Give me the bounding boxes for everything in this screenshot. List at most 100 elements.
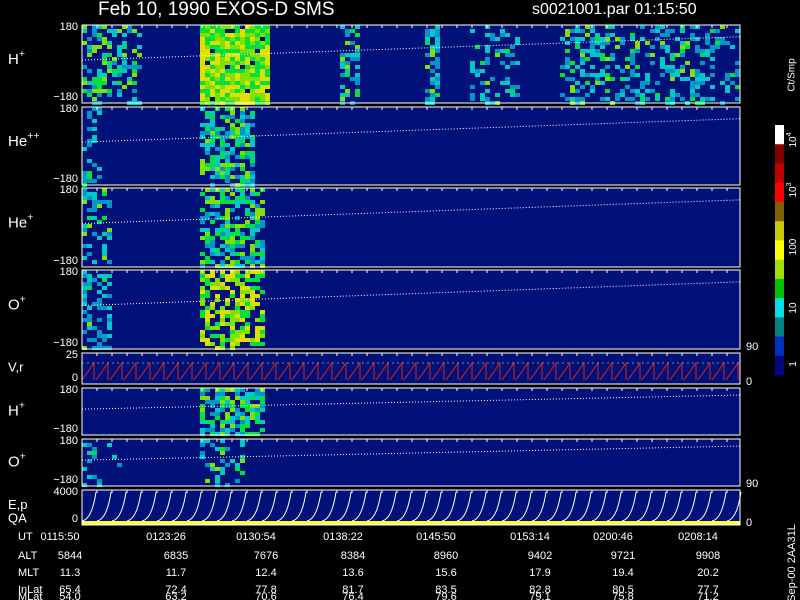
texture-cell bbox=[205, 326, 210, 330]
texture-cell bbox=[510, 85, 515, 89]
texture-cell bbox=[205, 318, 210, 322]
texture-cell bbox=[735, 69, 740, 73]
texture-cell bbox=[245, 396, 250, 400]
texture-cell bbox=[87, 175, 92, 179]
texture-cell bbox=[675, 37, 680, 41]
texture-cell bbox=[260, 264, 265, 268]
texture-cell bbox=[565, 57, 570, 61]
texture-cell bbox=[92, 179, 97, 183]
texture-cell bbox=[205, 131, 210, 135]
texture-cell bbox=[97, 302, 102, 306]
texture-cell bbox=[102, 89, 107, 93]
texture-cell bbox=[240, 115, 245, 119]
table-cell: 0130:54 bbox=[236, 531, 276, 543]
texture-cell bbox=[220, 252, 225, 256]
texture-cell bbox=[205, 151, 210, 155]
y2-tick-label: 90 bbox=[746, 341, 758, 353]
texture-cell bbox=[435, 77, 440, 81]
texture-cell bbox=[97, 69, 102, 73]
texture-cell bbox=[240, 302, 245, 306]
texture-cell bbox=[255, 220, 260, 224]
texture-cell bbox=[225, 33, 230, 37]
texture-cell bbox=[220, 37, 225, 41]
texture-cell bbox=[210, 135, 215, 139]
texture-cell bbox=[660, 25, 665, 29]
texture-cell bbox=[255, 412, 260, 416]
texture-cell bbox=[255, 326, 260, 330]
texture-cell bbox=[710, 85, 715, 89]
texture-cell bbox=[260, 326, 265, 330]
texture-cell bbox=[215, 29, 220, 33]
texture-cell bbox=[250, 97, 255, 101]
texture-cell bbox=[255, 224, 260, 228]
texture-cell bbox=[200, 290, 205, 294]
texture-cell bbox=[220, 408, 225, 412]
texture-cell bbox=[565, 49, 570, 53]
texture-cell bbox=[255, 260, 260, 264]
texture-cell bbox=[127, 81, 132, 85]
texture-cell bbox=[250, 416, 255, 420]
texture-cell bbox=[690, 25, 695, 29]
texture-cell bbox=[240, 179, 245, 183]
texture-cell bbox=[690, 85, 695, 89]
texture-cell bbox=[122, 45, 127, 49]
texture-cell bbox=[225, 119, 230, 123]
texture-cell bbox=[87, 69, 92, 73]
texture-cell bbox=[255, 330, 260, 334]
texture-cell bbox=[250, 236, 255, 240]
texture-cell bbox=[475, 73, 480, 77]
texture-cell bbox=[225, 236, 230, 240]
texture-cell bbox=[210, 244, 215, 248]
texture-cell bbox=[235, 85, 240, 89]
texture-cell bbox=[250, 256, 255, 260]
texture-cell bbox=[225, 483, 230, 487]
texture-cell bbox=[665, 33, 670, 37]
texture-cell bbox=[510, 53, 515, 57]
texture-cell bbox=[230, 408, 235, 412]
texture-cell bbox=[210, 212, 215, 216]
texture-cell bbox=[82, 256, 87, 260]
texture-cell bbox=[245, 45, 250, 49]
texture-cell bbox=[700, 49, 705, 53]
texture-cell bbox=[565, 41, 570, 45]
texture-cell bbox=[87, 208, 92, 212]
texture-cell bbox=[97, 93, 102, 97]
texture-cell bbox=[87, 139, 92, 143]
texture-cell bbox=[645, 89, 650, 93]
texture-cell bbox=[210, 89, 215, 93]
texture-cell bbox=[255, 432, 260, 436]
texture-cell bbox=[210, 167, 215, 171]
texture-cell bbox=[255, 270, 260, 274]
texture-cell bbox=[640, 85, 645, 89]
texture-cell bbox=[230, 278, 235, 282]
texture-cell bbox=[235, 57, 240, 61]
texture-cell bbox=[82, 224, 87, 228]
texture-cell bbox=[260, 244, 265, 248]
texture-cell bbox=[220, 228, 225, 232]
texture-cell bbox=[340, 61, 345, 65]
texture-cell bbox=[250, 302, 255, 306]
texture-cell bbox=[82, 188, 87, 192]
texture-cell bbox=[205, 77, 210, 81]
panel-bg bbox=[82, 25, 740, 103]
footer: Sep-00 2AA31L bbox=[786, 524, 798, 600]
texture-cell bbox=[615, 65, 620, 69]
texture-cell bbox=[260, 93, 265, 97]
texture-cell bbox=[230, 192, 235, 196]
texture-cell bbox=[200, 310, 205, 314]
texture-cell bbox=[260, 208, 265, 212]
texture-cell bbox=[107, 61, 112, 65]
texture-cell bbox=[87, 49, 92, 53]
texture-cell bbox=[137, 33, 142, 37]
table-cell: 0138:22 bbox=[323, 531, 363, 543]
texture-cell bbox=[605, 37, 610, 41]
texture-cell bbox=[645, 41, 650, 45]
texture-cell bbox=[705, 37, 710, 41]
texture-cell bbox=[255, 318, 260, 322]
texture-cell bbox=[580, 57, 585, 61]
texture-cell bbox=[127, 77, 132, 81]
texture-cell bbox=[265, 65, 270, 69]
texture-cell bbox=[97, 334, 102, 338]
texture-cell bbox=[102, 73, 107, 77]
texture-cell bbox=[705, 77, 710, 81]
